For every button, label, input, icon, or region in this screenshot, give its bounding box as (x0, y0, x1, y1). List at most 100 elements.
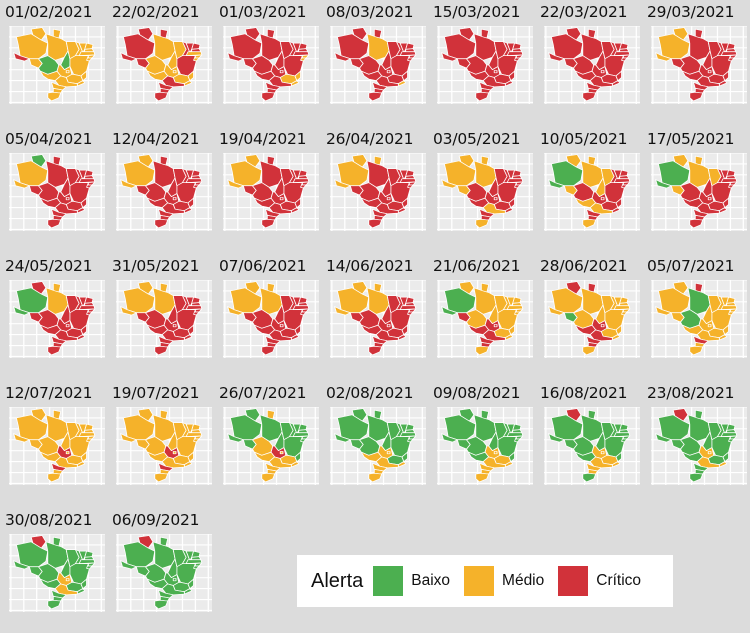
brazil-map (9, 153, 105, 231)
state-rs (154, 345, 169, 356)
state-rs (582, 218, 597, 229)
state-pr (265, 208, 281, 218)
state-pr (586, 462, 602, 472)
state-pr (158, 462, 174, 472)
brazil-map (544, 280, 640, 358)
state-df (707, 197, 712, 201)
panel-date-label: 14/06/2021 (326, 257, 414, 275)
state-ac (120, 179, 137, 189)
map-panel: 05/07/2021 (647, 254, 747, 374)
state-ac (334, 179, 351, 189)
state-rs (47, 91, 62, 102)
panel-date-label: 19/07/2021 (112, 384, 200, 402)
state-am (122, 33, 156, 60)
map-panel: 05/04/2021 (5, 127, 105, 247)
state-ac (13, 560, 30, 570)
brazil-map (437, 26, 533, 104)
state-am (657, 160, 691, 187)
state-am (443, 287, 477, 314)
map-panel: 21/06/2021 (433, 254, 533, 374)
brazil-map (437, 280, 533, 358)
state-ac (441, 179, 458, 189)
state-ac (334, 433, 351, 443)
brazil-map (651, 407, 747, 485)
panel-date-label: 26/04/2021 (326, 130, 414, 148)
state-df (600, 324, 605, 328)
state-ac (120, 306, 137, 316)
panel-date-label: 19/04/2021 (219, 130, 307, 148)
state-am (550, 414, 584, 441)
brazil-map (116, 153, 212, 231)
state-es (401, 451, 408, 462)
state-pr (586, 81, 602, 91)
brazil-map (651, 280, 747, 358)
state-es (294, 197, 301, 208)
brazil-map (223, 407, 319, 485)
state-es (80, 451, 87, 462)
state-pb (619, 175, 630, 180)
state-rs (368, 91, 383, 102)
panel-date-label: 31/05/2021 (112, 257, 200, 275)
map-panel: 07/06/2021 (219, 254, 319, 374)
state-df (600, 70, 605, 74)
brazil-map (330, 407, 426, 485)
state-rs (261, 218, 276, 229)
state-pr (693, 335, 709, 345)
legend-swatch-baixo (373, 566, 404, 596)
brazil-map (330, 26, 426, 104)
map-panel: 02/08/2021 (326, 381, 426, 501)
map-panel: 17/05/2021 (647, 127, 747, 247)
state-es (294, 324, 301, 335)
state-pb (84, 302, 95, 307)
state-es (508, 324, 515, 335)
brazil-map (544, 407, 640, 485)
state-df (386, 197, 391, 201)
map-panel: 06/09/2021 (112, 508, 212, 628)
panel-date-label: 29/03/2021 (647, 3, 735, 21)
state-pb (512, 175, 523, 180)
state-df (172, 70, 177, 74)
state-es (187, 70, 194, 81)
state-am (443, 160, 477, 187)
state-am (122, 287, 156, 314)
brazil-map (116, 280, 212, 358)
state-pb (726, 302, 737, 307)
panel-date-label: 28/06/2021 (540, 257, 628, 275)
map-panel: 15/03/2021 (433, 0, 533, 120)
state-df (707, 70, 712, 74)
state-pr (372, 208, 388, 218)
map-panel: 03/05/2021 (433, 127, 533, 247)
state-pb (298, 429, 309, 434)
state-pb (619, 302, 630, 307)
state-rs (368, 218, 383, 229)
state-ac (441, 433, 458, 443)
state-df (279, 197, 284, 201)
state-df (386, 70, 391, 74)
state-pb (726, 48, 737, 53)
state-pr (265, 335, 281, 345)
state-am (336, 287, 370, 314)
state-ac (655, 179, 672, 189)
state-pr (693, 81, 709, 91)
state-pb (298, 302, 309, 307)
state-ac (334, 52, 351, 62)
map-panel: 22/03/2021 (540, 0, 640, 120)
state-df (600, 197, 605, 201)
map-panel: 08/03/2021 (326, 0, 426, 120)
state-pb (84, 429, 95, 434)
state-df (65, 578, 70, 582)
brazil-map (330, 280, 426, 358)
state-rs (261, 472, 276, 483)
state-pb (84, 48, 95, 53)
map-panel: 01/03/2021 (219, 0, 319, 120)
panel-date-label: 06/09/2021 (112, 511, 200, 529)
state-ac (13, 433, 30, 443)
state-rs (689, 218, 704, 229)
brazil-map (651, 153, 747, 231)
state-pb (191, 175, 202, 180)
map-panel: 14/06/2021 (326, 254, 426, 374)
map-panel: 22/02/2021 (112, 0, 212, 120)
state-df (172, 451, 177, 455)
state-ac (13, 306, 30, 316)
state-ac (227, 179, 244, 189)
